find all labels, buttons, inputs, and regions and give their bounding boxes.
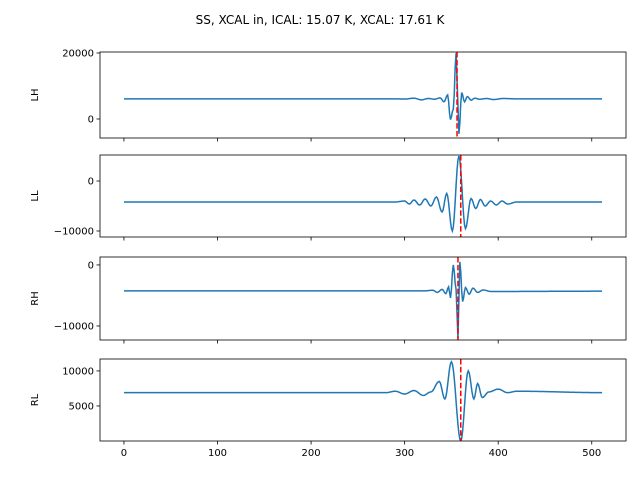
chart-title: SS, XCAL in, ICAL: 15.07 K, XCAL: 17.61 … bbox=[196, 13, 446, 27]
x-tick-label: 400 bbox=[489, 448, 508, 459]
y-tick-label: 5000 bbox=[69, 401, 94, 412]
series-line-lh bbox=[123, 52, 603, 134]
y-tick-label: 0 bbox=[88, 260, 94, 271]
x-tick-label: 500 bbox=[582, 448, 601, 459]
x-tick-label: 200 bbox=[302, 448, 321, 459]
y-tick-label: 0 bbox=[88, 177, 94, 188]
axes-frame bbox=[99, 358, 627, 442]
y-tick-label: −10000 bbox=[54, 321, 94, 332]
panel-rh: −10000 0 RH bbox=[30, 256, 627, 344]
series-line-rh bbox=[123, 261, 603, 339]
x-tick-label: 100 bbox=[208, 448, 227, 459]
axes-frame bbox=[99, 51, 627, 139]
y-axis-label: RH bbox=[30, 291, 41, 305]
y-tick-label: 20000 bbox=[62, 48, 94, 59]
axes-frame bbox=[99, 154, 627, 238]
y-tick-label: 0 bbox=[88, 114, 94, 125]
y-tick-label: 10000 bbox=[62, 366, 94, 377]
series-line-ll bbox=[123, 155, 603, 234]
x-tick-label: 300 bbox=[395, 448, 414, 459]
panel-rl: 5000 10000 RL 0 100 200 300 400 500 bbox=[30, 358, 627, 459]
y-axis-label: LL bbox=[30, 190, 41, 202]
y-axis-label: LH bbox=[30, 88, 41, 101]
panel-ll: −10000 0 LL bbox=[30, 154, 627, 241]
series-line-rl bbox=[123, 360, 603, 441]
panel-lh: 0 20000 LH bbox=[30, 48, 627, 142]
x-tick-label: 0 bbox=[121, 448, 127, 459]
y-axis-label: RL bbox=[30, 393, 41, 406]
y-tick-label: −10000 bbox=[54, 227, 94, 238]
axes-frame bbox=[99, 256, 627, 341]
